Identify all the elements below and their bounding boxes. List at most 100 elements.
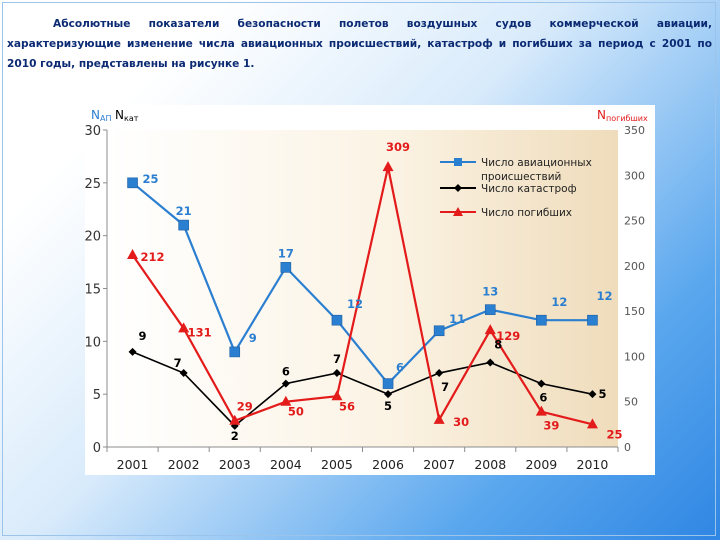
data-point-marker bbox=[537, 379, 546, 388]
x-tick-label: 2008 bbox=[474, 457, 506, 472]
data-label: 25 bbox=[143, 172, 159, 186]
data-point-marker bbox=[484, 324, 496, 335]
series-line bbox=[131, 166, 593, 426]
y-left-tick-label: 10 bbox=[85, 335, 101, 350]
data-label: 131 bbox=[188, 325, 212, 339]
data-point-marker bbox=[382, 161, 394, 172]
legend-label: Число авиационных bbox=[481, 157, 592, 169]
y-left-tick-label: 25 bbox=[85, 177, 101, 192]
x-tick-label: 2002 bbox=[168, 457, 200, 472]
y-left-axis-title-ap-sub: АП bbox=[100, 114, 112, 123]
data-label: 9 bbox=[249, 331, 257, 345]
y-right-axis-title: Nпогибших bbox=[597, 108, 648, 123]
data-label: 25 bbox=[606, 427, 622, 441]
data-label: 11 bbox=[449, 312, 465, 326]
y-right-tick-label: 0 bbox=[624, 441, 631, 454]
data-label: 17 bbox=[278, 246, 294, 260]
x-tick-label: 2007 bbox=[423, 457, 455, 472]
data-label: 9 bbox=[139, 329, 147, 343]
y-left-axis-title-ap: NАП bbox=[91, 108, 111, 123]
y-right-tick-label: 50 bbox=[624, 396, 638, 409]
legend-label: Число погибших bbox=[481, 207, 572, 219]
y-left-tick-label: 20 bbox=[85, 230, 101, 245]
data-label: 7 bbox=[174, 356, 182, 370]
data-label: 309 bbox=[386, 140, 410, 154]
series-line bbox=[132, 351, 593, 427]
data-point-marker bbox=[127, 177, 138, 189]
data-label: 5 bbox=[384, 399, 392, 413]
data-point-marker bbox=[179, 369, 188, 378]
data-label: 7 bbox=[333, 352, 341, 366]
data-label: 30 bbox=[453, 415, 469, 429]
data-label: 6 bbox=[282, 365, 290, 379]
x-tick-label: 2003 bbox=[219, 457, 251, 472]
data-point-marker bbox=[178, 322, 190, 333]
y-left-tick-label: 0 bbox=[93, 441, 101, 456]
y-right-axis-title-sub: погибших bbox=[606, 114, 648, 123]
data-point-marker bbox=[128, 347, 137, 356]
data-point-marker bbox=[484, 304, 496, 315]
plot-area bbox=[107, 130, 618, 447]
x-tick-label: 2004 bbox=[270, 457, 302, 472]
data-label: 129 bbox=[496, 329, 520, 343]
data-label: 56 bbox=[339, 399, 355, 413]
data-point-marker bbox=[280, 262, 292, 273]
data-label: 2 bbox=[231, 429, 239, 443]
data-label: 29 bbox=[237, 400, 253, 414]
x-tick-label: 2001 bbox=[117, 457, 149, 472]
data-point-marker bbox=[178, 219, 189, 231]
data-label: 7 bbox=[441, 380, 449, 394]
x-tick-label: 2009 bbox=[525, 457, 557, 472]
data-label: 12 bbox=[347, 297, 363, 311]
data-label: 12 bbox=[596, 289, 612, 303]
y-right-tick-label: 350 bbox=[624, 124, 645, 137]
data-point-marker bbox=[382, 378, 394, 389]
data-point-marker bbox=[331, 390, 343, 401]
y-left-axis-title-kat-sub: кат bbox=[124, 114, 139, 123]
data-label: 21 bbox=[176, 204, 192, 218]
y-right-tick-label: 150 bbox=[624, 305, 645, 318]
y-right-tick-label: 200 bbox=[624, 260, 645, 273]
data-point-marker bbox=[586, 418, 598, 429]
legend-label: происшествий bbox=[481, 171, 561, 183]
series-line bbox=[131, 181, 593, 386]
legend-swatch-marker bbox=[454, 184, 462, 192]
data-label: 212 bbox=[141, 250, 165, 264]
data-point-marker bbox=[127, 248, 139, 259]
data-label: 6 bbox=[396, 361, 404, 375]
y-left-tick-label: 30 bbox=[85, 124, 101, 139]
intro-paragraph: Абсолютные показатели безопасности полет… bbox=[7, 18, 712, 70]
x-tick-label: 2006 bbox=[372, 457, 404, 472]
legend-label: Число катастроф bbox=[481, 183, 577, 195]
data-point-marker bbox=[281, 379, 290, 388]
y-right-tick-label: 300 bbox=[624, 169, 645, 182]
data-point-marker bbox=[384, 390, 393, 399]
x-tick-label: 2010 bbox=[577, 457, 609, 472]
legend-swatch-marker bbox=[453, 207, 463, 216]
data-point-marker bbox=[280, 395, 292, 406]
chart-card: 0 5 10 15 20 25 30 0 50 100 150 200 250 300 350 2001 200… bbox=[85, 105, 655, 475]
data-point-marker bbox=[587, 314, 598, 326]
data-label: 12 bbox=[551, 295, 567, 309]
data-point-marker bbox=[332, 369, 341, 378]
x-tick-label: 2005 bbox=[321, 457, 353, 472]
data-point-marker bbox=[536, 314, 547, 326]
data-label: 13 bbox=[482, 285, 498, 299]
data-point-marker bbox=[229, 346, 241, 358]
y-right-tick-label: 250 bbox=[624, 215, 645, 228]
data-label: 39 bbox=[543, 419, 559, 433]
data-point-marker bbox=[331, 314, 343, 326]
y-left-axis-title-kat: Nкат bbox=[115, 108, 139, 123]
data-point-marker bbox=[486, 358, 495, 367]
legend-swatch-marker bbox=[454, 158, 462, 166]
y-right-tick-label: 100 bbox=[624, 350, 645, 363]
data-point-marker bbox=[229, 414, 241, 425]
data-label: 50 bbox=[288, 405, 304, 419]
data-point-marker bbox=[588, 390, 597, 399]
data-label: 8 bbox=[494, 337, 502, 351]
data-point-marker bbox=[535, 405, 547, 416]
data-point-marker bbox=[435, 369, 444, 378]
data-label: 5 bbox=[598, 387, 606, 401]
